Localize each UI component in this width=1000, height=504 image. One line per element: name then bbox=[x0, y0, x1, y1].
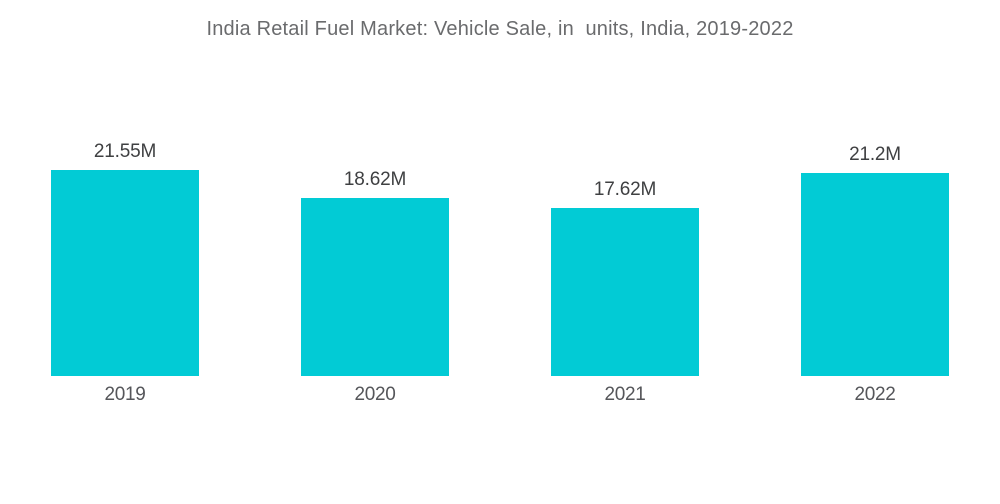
bar-2022 bbox=[801, 173, 949, 376]
bar-column-2019: 21.55M bbox=[0, 0, 250, 376]
bar-column-2022: 21.2M bbox=[750, 0, 1000, 376]
x-axis-label-2022: 2022 bbox=[854, 384, 896, 405]
x-axis-label-2019: 2019 bbox=[104, 384, 146, 405]
bars-row: 21.55M 18.62M 17.62M 21.2M bbox=[0, 0, 1000, 376]
bar-2021 bbox=[551, 207, 699, 376]
value-label-2019: 21.55M bbox=[93, 141, 157, 162]
bar-2019 bbox=[51, 170, 199, 376]
x-axis-labels: 2019 2020 2021 2022 bbox=[0, 384, 1000, 406]
x-axis-label-2021: 2021 bbox=[604, 384, 646, 405]
bar-2020 bbox=[301, 198, 449, 376]
chart-title: India Retail Fuel Market: Vehicle Sale, … bbox=[206, 18, 794, 40]
bar-column-2021: 17.62M bbox=[500, 0, 750, 376]
value-label-2022: 21.2M bbox=[849, 144, 901, 166]
bar-column-2020: 18.62M bbox=[250, 0, 500, 376]
value-label-2021: 17.62M bbox=[593, 178, 657, 200]
value-label-2020: 18.62M bbox=[343, 169, 407, 190]
x-axis-label-2020: 2020 bbox=[354, 384, 396, 405]
